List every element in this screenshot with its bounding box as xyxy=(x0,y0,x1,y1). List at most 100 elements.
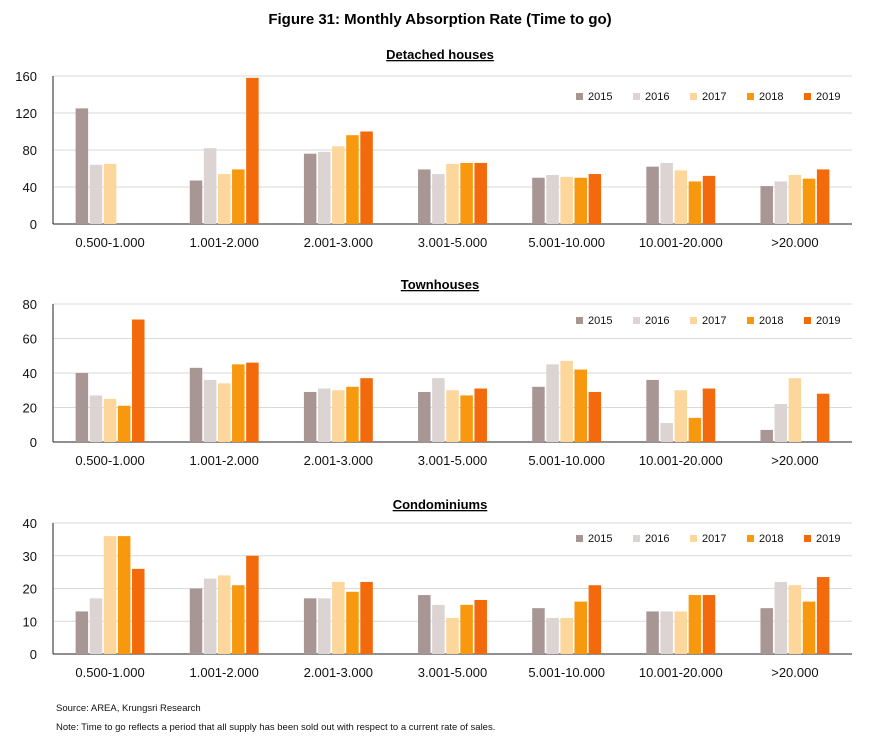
y-tick-label: 80 xyxy=(23,143,37,158)
bar-2016 xyxy=(203,379,217,442)
bar-2019 xyxy=(474,599,487,654)
bar-2016 xyxy=(203,578,217,654)
legend-label: 2016 xyxy=(645,91,669,103)
bar-2015 xyxy=(303,391,317,442)
legend-label: 2015 xyxy=(588,91,612,103)
bar-2015 xyxy=(189,180,203,224)
bar-2018 xyxy=(460,162,473,224)
panel-title: Condominiums xyxy=(393,497,488,512)
legend: 2015 2016 2017 2018 2019 xyxy=(576,315,840,327)
panel-title: Townhouses xyxy=(401,277,479,292)
bar-2015 xyxy=(760,608,773,654)
y-tick-label: 80 xyxy=(23,297,37,312)
bar-2016 xyxy=(774,404,788,442)
bar-2018 xyxy=(117,405,131,442)
legend-label: 2017 xyxy=(702,91,726,103)
legend-swatch xyxy=(804,93,811,100)
bar-2017 xyxy=(103,398,117,442)
legend-swatch xyxy=(690,317,697,324)
bar-2016 xyxy=(89,395,103,442)
x-tick-label: 10.001-20.000 xyxy=(639,665,723,680)
bar-2016 xyxy=(318,598,331,654)
legend-swatch xyxy=(747,93,754,100)
legend: 2015 2016 2017 2018 2019 xyxy=(576,91,840,103)
legend-label: 2015 xyxy=(588,315,612,327)
legend-label: 2018 xyxy=(759,91,783,103)
bar-2017 xyxy=(446,390,459,442)
bar-2017 xyxy=(217,174,231,224)
bar-2019 xyxy=(474,162,487,224)
bar-2015 xyxy=(760,186,773,224)
legend-swatch xyxy=(747,535,754,542)
bar-2019 xyxy=(360,131,373,224)
bar-2015 xyxy=(532,386,545,442)
bar-2018 xyxy=(460,604,473,654)
bar-2017 xyxy=(560,176,573,224)
bar-2019 xyxy=(588,585,602,654)
legend-swatch xyxy=(576,535,583,542)
chart-condominiums: Condominiums 0 10 20 30 40 0.500-1.000 1.001-2… xyxy=(23,497,852,680)
legend-label: 2018 xyxy=(759,533,783,545)
bar-2018 xyxy=(346,591,359,654)
x-tick-label: 0.500-1.000 xyxy=(75,235,144,250)
bar-2017 xyxy=(674,170,688,224)
bar-2018 xyxy=(802,601,816,654)
bar-2019 xyxy=(702,388,716,442)
legend-label: 2015 xyxy=(588,533,612,545)
bar-2018 xyxy=(688,595,702,654)
bar-2015 xyxy=(303,153,317,224)
legend-swatch xyxy=(804,317,811,324)
bar-2019 xyxy=(132,319,145,442)
legend-swatch xyxy=(690,93,697,100)
bar-2017 xyxy=(217,575,231,654)
figure-title: Figure 31: Monthly Absorption Rate (Time… xyxy=(268,11,611,28)
x-tick-label: 3.001-5.000 xyxy=(418,235,487,250)
bar-2016 xyxy=(432,604,445,654)
legend-swatch xyxy=(747,317,754,324)
bar-2017 xyxy=(788,378,802,442)
bar-2019 xyxy=(816,577,830,654)
bar-2018 xyxy=(117,536,131,654)
y-tick-label: 10 xyxy=(23,614,37,629)
legend-label: 2017 xyxy=(702,315,726,327)
bar-2017 xyxy=(332,390,345,442)
legend-label: 2019 xyxy=(816,533,840,545)
bar-2016 xyxy=(660,611,673,654)
bar-2016 xyxy=(546,364,559,442)
bar-2018 xyxy=(232,169,245,224)
bar-2016 xyxy=(546,174,559,224)
bar-2015 xyxy=(418,391,431,442)
y-tick-label: 0 xyxy=(30,217,37,232)
legend-swatch xyxy=(576,93,583,100)
bar-2017 xyxy=(788,585,802,654)
bar-2015 xyxy=(189,588,203,654)
y-tick-label: 20 xyxy=(23,401,37,416)
bar-2019 xyxy=(816,393,830,442)
bar-2017 xyxy=(674,611,688,654)
bar-2018 xyxy=(346,386,359,442)
x-tick-label: 2.001-3.000 xyxy=(304,453,373,468)
bar-2018 xyxy=(802,178,816,224)
bar-2015 xyxy=(760,429,773,442)
bar-2018 xyxy=(574,177,587,224)
bar-2016 xyxy=(546,617,559,654)
bar-2017 xyxy=(446,163,459,224)
bar-2015 xyxy=(418,169,431,224)
bar-2015 xyxy=(189,367,203,442)
legend-swatch xyxy=(576,317,583,324)
bar-2015 xyxy=(532,177,545,224)
y-tick-label: 40 xyxy=(23,516,37,531)
y-tick-label: 60 xyxy=(23,332,37,347)
panel-title: Detached houses xyxy=(386,47,494,62)
bar-2018 xyxy=(574,601,587,654)
legend-label: 2017 xyxy=(702,533,726,545)
bar-2017 xyxy=(560,360,573,442)
bar-2018 xyxy=(460,395,473,442)
x-tick-label: >20.000 xyxy=(771,235,818,250)
bar-2019 xyxy=(360,581,373,654)
bar-2019 xyxy=(588,174,602,224)
bar-2017 xyxy=(103,536,117,654)
legend-label: 2019 xyxy=(816,91,840,103)
bar-2016 xyxy=(432,378,445,442)
